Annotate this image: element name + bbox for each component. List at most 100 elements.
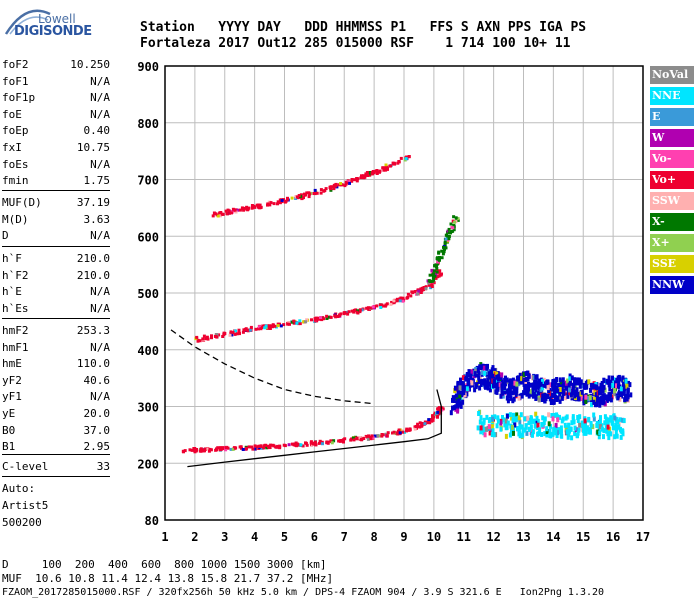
y-tick-label: 400 xyxy=(137,344,159,358)
legend-item-x: X- xyxy=(650,213,694,231)
true-height-profile-line xyxy=(187,389,442,468)
echo-mark xyxy=(578,383,582,389)
echo-mark xyxy=(518,372,522,378)
echo-mark xyxy=(237,328,241,332)
echo-mark xyxy=(352,438,356,442)
echo-mark xyxy=(292,321,296,325)
echo-mark xyxy=(477,411,481,416)
echo-mark xyxy=(257,325,261,329)
echo-mark xyxy=(305,443,309,447)
param-mufd: MUF(D) 37.19 xyxy=(2,196,110,210)
echo-mark xyxy=(512,396,516,402)
param-value: N/A xyxy=(90,285,110,299)
echo-mark xyxy=(498,382,502,388)
echo-mark xyxy=(555,433,559,438)
echo-mark xyxy=(569,426,573,432)
echo-mark xyxy=(583,418,587,424)
param-he: h`E N/A xyxy=(2,285,110,299)
echo-mark xyxy=(485,426,488,432)
y-tick-label: 80 xyxy=(145,514,159,528)
echo-mark xyxy=(480,370,484,376)
echo-mark xyxy=(290,320,294,324)
param-value: 2.95 xyxy=(83,440,111,454)
echo-mark xyxy=(435,266,439,270)
echo-mark xyxy=(332,439,336,443)
param-foep: foEp 0.40 xyxy=(2,124,110,138)
echo-mark xyxy=(552,412,556,418)
echo-mark xyxy=(301,444,305,448)
echo-mark xyxy=(460,384,464,390)
echo-mark xyxy=(350,437,354,441)
echo-mark xyxy=(461,399,465,405)
echo-mark xyxy=(421,422,425,425)
echo-mark xyxy=(263,443,267,447)
echo-mark xyxy=(624,378,628,384)
echo-mark xyxy=(280,199,284,202)
echo-mark xyxy=(437,406,441,410)
echo-mark xyxy=(529,424,533,430)
param-name: foF2 xyxy=(2,58,29,71)
echo-mark xyxy=(319,316,323,319)
legend-item-nnw: NNW xyxy=(650,276,694,294)
echo-mark xyxy=(432,275,435,279)
echo-mark xyxy=(462,390,466,396)
echo-mark xyxy=(576,415,580,420)
echo-mark xyxy=(368,172,372,176)
echo-mark xyxy=(313,440,317,444)
echo-mark xyxy=(560,418,564,424)
echo-mark xyxy=(435,256,439,260)
echo-mark xyxy=(492,432,496,438)
echo-mark xyxy=(550,398,554,404)
echo-mark xyxy=(428,273,432,277)
echo-mark xyxy=(506,388,510,394)
echo-mark xyxy=(447,227,451,231)
echo-mark xyxy=(237,331,241,335)
echo-mark xyxy=(428,421,432,425)
echo-mark xyxy=(499,393,503,399)
echo-mark xyxy=(473,387,477,393)
echo-mark xyxy=(537,390,541,396)
logo-lowell-text: Lowell xyxy=(38,12,76,26)
echo-mark xyxy=(479,429,483,435)
echo-mark xyxy=(443,246,447,250)
echo-mark xyxy=(278,445,282,449)
echo-mark xyxy=(298,319,302,323)
echo-mark xyxy=(473,371,477,377)
echo-mark xyxy=(612,391,616,397)
echo-mark xyxy=(527,386,530,392)
echo-mark xyxy=(552,382,556,388)
echo-mark xyxy=(238,208,242,212)
echo-mark xyxy=(228,333,232,337)
echo-mark xyxy=(350,178,354,181)
param-name: D xyxy=(2,229,9,243)
echo-mark xyxy=(440,249,444,253)
echo-mark xyxy=(490,369,494,375)
echo-mark xyxy=(431,418,435,422)
echo-mark xyxy=(319,191,323,195)
echo-mark xyxy=(572,419,576,425)
echo-mark xyxy=(536,418,540,424)
echo-mark xyxy=(276,324,280,328)
echo-mark xyxy=(598,430,602,436)
echo-mark xyxy=(554,425,558,431)
echo-mark xyxy=(307,191,311,195)
echo-mark xyxy=(310,318,313,322)
y-tick-label: 200 xyxy=(137,457,159,471)
echo-mark xyxy=(305,318,309,322)
echo-mark xyxy=(539,381,543,387)
echo-mark xyxy=(534,378,538,384)
echo-mark xyxy=(557,382,561,388)
echo-mark xyxy=(460,380,464,386)
echo-mark xyxy=(602,378,606,384)
echo-mark xyxy=(195,335,199,339)
echo-mark xyxy=(564,395,568,401)
echo-mark xyxy=(580,389,584,395)
auto-artist: Artist5 xyxy=(2,499,49,512)
echo-mark xyxy=(506,413,509,419)
echo-mark xyxy=(466,377,470,383)
echo-mark xyxy=(527,373,531,379)
echo-mark xyxy=(478,375,482,381)
echo-mark xyxy=(203,448,207,451)
echo-mark xyxy=(452,215,456,219)
echo-mark xyxy=(621,381,625,387)
